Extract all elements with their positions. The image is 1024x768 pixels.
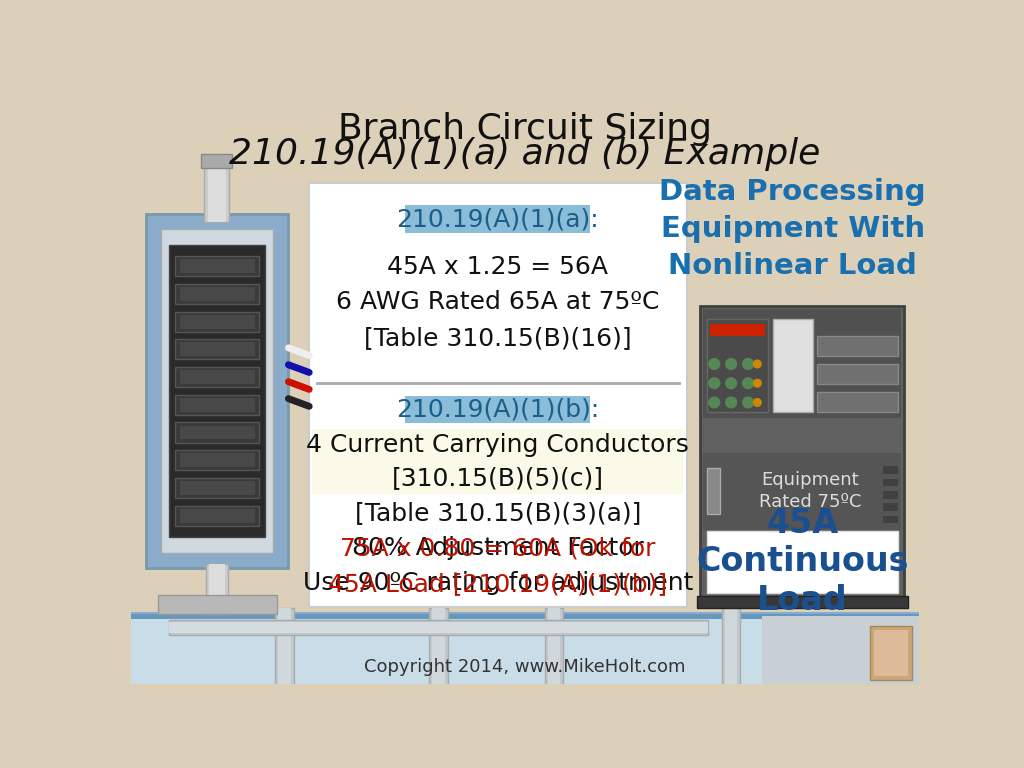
Bar	[202, 154, 232, 167]
Bar	[406, 205, 590, 233]
Text: [Table 310.15(B)(3)(a)]
80% Adjustment Factor
Use 90ºC rating for adjustment: [Table 310.15(B)(3)(a)] 80% Adjustment F…	[303, 501, 693, 595]
Bar	[432, 608, 444, 684]
Bar	[545, 608, 563, 684]
Bar	[869, 626, 912, 680]
Bar	[883, 503, 898, 511]
Bar	[725, 608, 737, 684]
Circle shape	[709, 378, 720, 389]
Bar	[131, 616, 920, 684]
Bar	[707, 468, 720, 514]
Bar	[131, 614, 920, 619]
Bar	[180, 398, 255, 412]
Bar	[312, 429, 683, 494]
Bar	[180, 343, 255, 356]
Bar	[817, 336, 898, 356]
Bar	[180, 260, 255, 273]
Bar	[169, 622, 708, 633]
Bar	[175, 339, 259, 359]
Circle shape	[754, 360, 761, 368]
Bar	[206, 564, 227, 614]
Bar	[131, 612, 920, 614]
Bar	[180, 287, 255, 301]
Bar	[175, 450, 259, 470]
Circle shape	[742, 397, 754, 408]
Bar	[158, 595, 276, 614]
Bar	[180, 370, 255, 384]
Text: 4 Current Carrying Conductors
[310.15(B)(5)(c)]: 4 Current Carrying Conductors [310.15(B)…	[306, 433, 689, 491]
Bar	[169, 620, 708, 635]
Text: 45A x 1.25 = 56A
6 AWG Rated 65A at 75ºC
[Table 310.15(B)(16)]: 45A x 1.25 = 56A 6 AWG Rated 65A at 75ºC…	[336, 255, 659, 349]
Bar	[205, 160, 229, 221]
Bar	[275, 608, 294, 684]
Bar	[180, 508, 255, 522]
Bar	[710, 324, 765, 336]
Circle shape	[709, 397, 720, 408]
Bar	[696, 596, 908, 608]
Text: Equipment
Rated 75ºC: Equipment Rated 75ºC	[759, 471, 861, 511]
Text: Copyright 2014, www.MikeHolt.com: Copyright 2014, www.MikeHolt.com	[365, 657, 685, 676]
Bar	[883, 466, 898, 474]
Bar	[175, 395, 259, 415]
Text: Branch Circuit Sizing: Branch Circuit Sizing	[338, 112, 712, 146]
Bar	[429, 608, 447, 684]
Bar	[279, 608, 291, 684]
Bar	[703, 310, 901, 418]
Bar	[169, 245, 265, 538]
Circle shape	[709, 359, 720, 369]
Bar	[883, 478, 898, 486]
Text: 210.19(A)(1)(a):: 210.19(A)(1)(a):	[396, 207, 599, 231]
Bar	[703, 452, 901, 529]
Bar	[700, 306, 904, 599]
Bar	[180, 425, 255, 439]
Bar	[762, 616, 920, 684]
Circle shape	[742, 378, 754, 389]
Bar	[175, 367, 259, 387]
Bar	[883, 491, 898, 498]
Text: 75A x 0.80 = 60A (Ok for
45A Load [210.19(A)(1)(b)]: 75A x 0.80 = 60A (Ok for 45A Load [210.1…	[329, 537, 668, 596]
Bar	[208, 160, 226, 221]
Bar	[707, 531, 898, 593]
Bar	[180, 481, 255, 495]
Bar	[146, 214, 289, 568]
Circle shape	[754, 379, 761, 387]
Bar	[162, 229, 273, 553]
Bar	[548, 608, 560, 684]
Circle shape	[742, 359, 754, 369]
Text: 210.19(A)(1)(b):: 210.19(A)(1)(b):	[396, 397, 599, 422]
Bar	[175, 505, 259, 525]
Bar	[773, 319, 813, 412]
Circle shape	[754, 399, 761, 406]
Bar	[175, 257, 259, 276]
Bar	[180, 453, 255, 467]
Bar	[817, 392, 898, 412]
Circle shape	[726, 397, 736, 408]
Text: Data Processing
Equipment With
Nonlinear Load: Data Processing Equipment With Nonlinear…	[659, 178, 926, 280]
Bar	[707, 319, 768, 412]
Bar	[406, 396, 590, 423]
Text: 45A
Continuous
Load: 45A Continuous Load	[696, 507, 908, 617]
Bar	[175, 478, 259, 498]
Bar	[309, 183, 686, 607]
Bar	[817, 364, 898, 384]
Bar	[883, 515, 898, 523]
Bar	[175, 422, 259, 442]
Bar	[873, 630, 908, 676]
Bar	[722, 608, 740, 684]
Circle shape	[726, 378, 736, 389]
Circle shape	[726, 359, 736, 369]
Text: 210.19(A)(1)(a) and (b) Example: 210.19(A)(1)(a) and (b) Example	[229, 137, 820, 170]
Bar	[175, 312, 259, 332]
Bar	[175, 284, 259, 304]
Bar	[180, 315, 255, 329]
Bar	[209, 564, 224, 614]
